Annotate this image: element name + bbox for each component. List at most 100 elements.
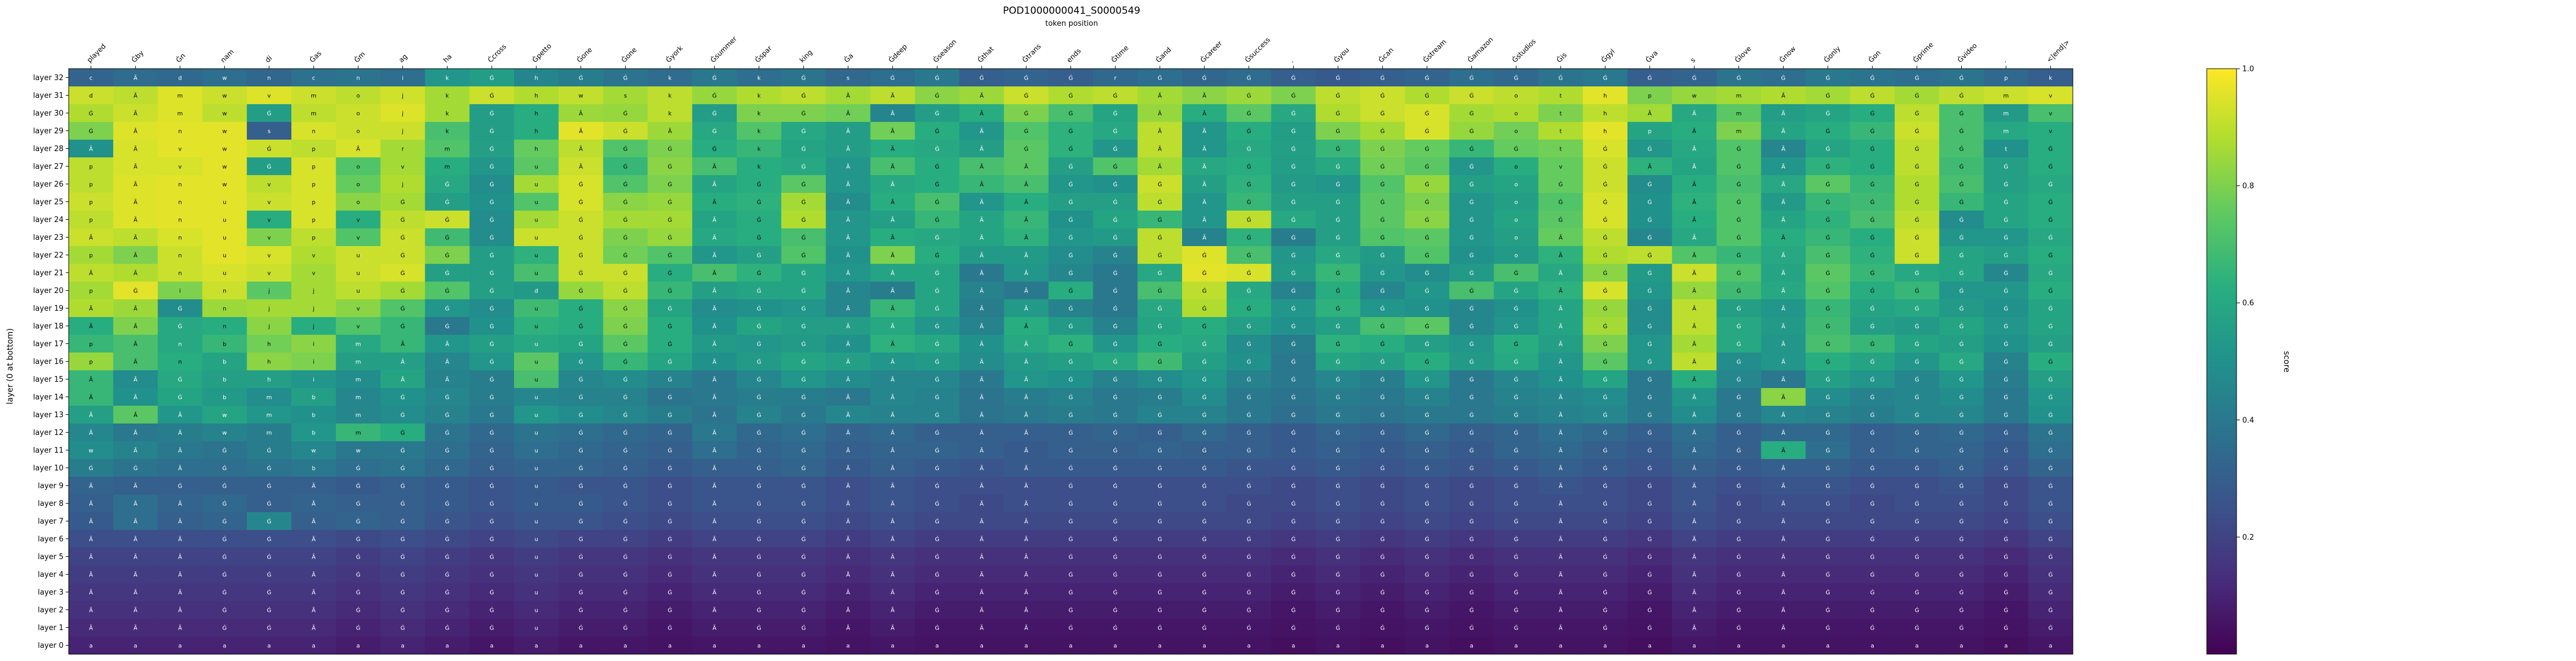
heatmap-cell-label: Ã <box>1781 145 1785 153</box>
heatmap-cell <box>202 406 247 424</box>
heatmap-cell <box>1315 282 1361 300</box>
heatmap-cell-label: Ã <box>979 607 983 614</box>
heatmap-cell-label: Ġ <box>1603 270 1607 277</box>
heatmap-cell <box>425 406 470 424</box>
heatmap-cell <box>603 548 648 566</box>
heatmap-cell <box>647 512 693 531</box>
heatmap-cell-label: Ã <box>891 571 895 579</box>
heatmap-cell-label: Ġ <box>489 145 494 153</box>
heatmap-cell <box>1449 353 1495 371</box>
heatmap-cell-label: Ġ <box>2004 500 2008 508</box>
heatmap-cell <box>915 406 960 424</box>
heatmap-cell <box>692 104 737 122</box>
heatmap-cell <box>69 548 114 566</box>
heatmap-cell-label: Ġ <box>1558 216 1563 224</box>
heatmap-cell-label: Ġ <box>2004 376 2008 383</box>
heatmap-cell-label: Ġ <box>1870 571 1875 579</box>
heatmap-cell <box>335 601 381 619</box>
heatmap-cell <box>335 157 381 176</box>
heatmap-cell <box>2028 264 2073 282</box>
heatmap-cell-label: Ġ <box>1113 323 1117 330</box>
heatmap-cell <box>113 477 159 495</box>
heatmap-cell <box>1003 636 1049 655</box>
heatmap-cell <box>647 423 693 442</box>
heatmap-cell <box>247 299 292 318</box>
heatmap-cell-label: Ġ <box>1069 341 1073 348</box>
heatmap-cell <box>1894 299 1940 318</box>
heatmap-cell-label: Ġ <box>935 252 939 259</box>
heatmap-cell <box>157 601 203 619</box>
heatmap-cell <box>514 335 559 353</box>
y-tick-label: layer 19 <box>33 304 64 313</box>
heatmap-cell <box>2028 530 2073 548</box>
heatmap-cell <box>1984 423 2029 442</box>
x-tick-label: Ġva <box>1643 48 1660 64</box>
heatmap-cell <box>915 423 960 442</box>
heatmap-cell-label: Ġ <box>1113 376 1117 383</box>
heatmap-cell <box>1805 601 1851 619</box>
heatmap-cell <box>959 353 1005 371</box>
heatmap-cell-label: Ġ <box>222 536 227 543</box>
heatmap-cell <box>380 69 425 87</box>
heatmap-cell-label: Ġ <box>801 199 806 206</box>
heatmap-cell-label: Ġ <box>1069 163 1073 171</box>
heatmap-cell-label: Ã <box>1202 145 1206 153</box>
heatmap-cell <box>1226 140 1272 158</box>
heatmap-cell-label: Ġ <box>1069 624 1073 632</box>
heatmap-cell <box>915 104 960 122</box>
heatmap-cell-label: Ã <box>1559 536 1563 543</box>
heatmap-cell-label: Ġ <box>579 199 583 206</box>
heatmap-cell-label: Ã <box>311 536 315 543</box>
heatmap-cell <box>870 140 915 158</box>
heatmap-cell-label: Ġ <box>445 287 449 295</box>
heatmap-cell-label: Ġ <box>1870 607 1875 614</box>
heatmap-cell-label: Ġ <box>1291 465 1296 472</box>
heatmap-cell-label: Ġ <box>1291 128 1296 135</box>
heatmap-cell-label: Ġ <box>1915 163 1919 171</box>
heatmap-cell-label: Ġ <box>801 163 806 171</box>
heatmap-cell <box>825 317 871 335</box>
heatmap-cell-label: Ġ <box>1915 536 1919 543</box>
heatmap-cell-label: Ġ <box>801 624 806 632</box>
heatmap-cell-label: Ġ <box>1514 74 1519 82</box>
heatmap-cell-label: Ġ <box>1247 482 1251 490</box>
heatmap-cell <box>247 175 292 193</box>
heatmap-cell <box>781 459 827 477</box>
heatmap-cell-label: Ã <box>1781 341 1785 348</box>
heatmap-cell-label: Ã <box>133 323 137 330</box>
heatmap-cell <box>1003 512 1049 531</box>
heatmap-cell <box>1405 335 1450 353</box>
heatmap-cell <box>1405 86 1450 105</box>
heatmap-cell <box>335 441 381 460</box>
heatmap-cell-label: m <box>266 413 272 419</box>
heatmap-cell-label: Ġ <box>1069 536 1073 543</box>
heatmap-cell-label: Ã <box>1202 216 1206 224</box>
heatmap-cell-label: Ã <box>133 270 137 277</box>
heatmap-cell <box>1271 441 1316 460</box>
heatmap-cell <box>870 565 915 584</box>
heatmap-cell-label: Ġ <box>1469 589 1474 596</box>
heatmap-cell <box>514 282 559 300</box>
heatmap-cell-label: Ã <box>1024 465 1028 472</box>
heatmap-cell-label: Ã <box>846 287 850 295</box>
heatmap-cell-label: Ġ <box>667 270 672 277</box>
heatmap-cell <box>1093 317 1138 335</box>
x-tick-label: di <box>263 54 274 64</box>
heatmap-cell <box>291 211 337 229</box>
heatmap-cell <box>380 636 425 655</box>
heatmap-cell <box>380 264 425 282</box>
heatmap-cell <box>558 353 604 371</box>
heatmap-cell <box>1137 406 1183 424</box>
heatmap-cell-label: Ã <box>1781 536 1785 543</box>
heatmap-cell-label: o <box>1514 200 1518 206</box>
heatmap-cell-label: u <box>535 271 538 277</box>
heatmap-cell <box>825 211 871 229</box>
heatmap-cell <box>1716 86 1761 105</box>
heatmap-cell-label: p <box>89 342 93 348</box>
heatmap-cell-label: h <box>1603 111 1607 117</box>
heatmap-cell <box>69 636 114 655</box>
heatmap-cell <box>1850 601 1895 619</box>
heatmap-cell <box>1939 282 1984 300</box>
heatmap-cell-label: Ã <box>445 376 449 383</box>
heatmap-cell-label: m <box>2003 111 2009 117</box>
